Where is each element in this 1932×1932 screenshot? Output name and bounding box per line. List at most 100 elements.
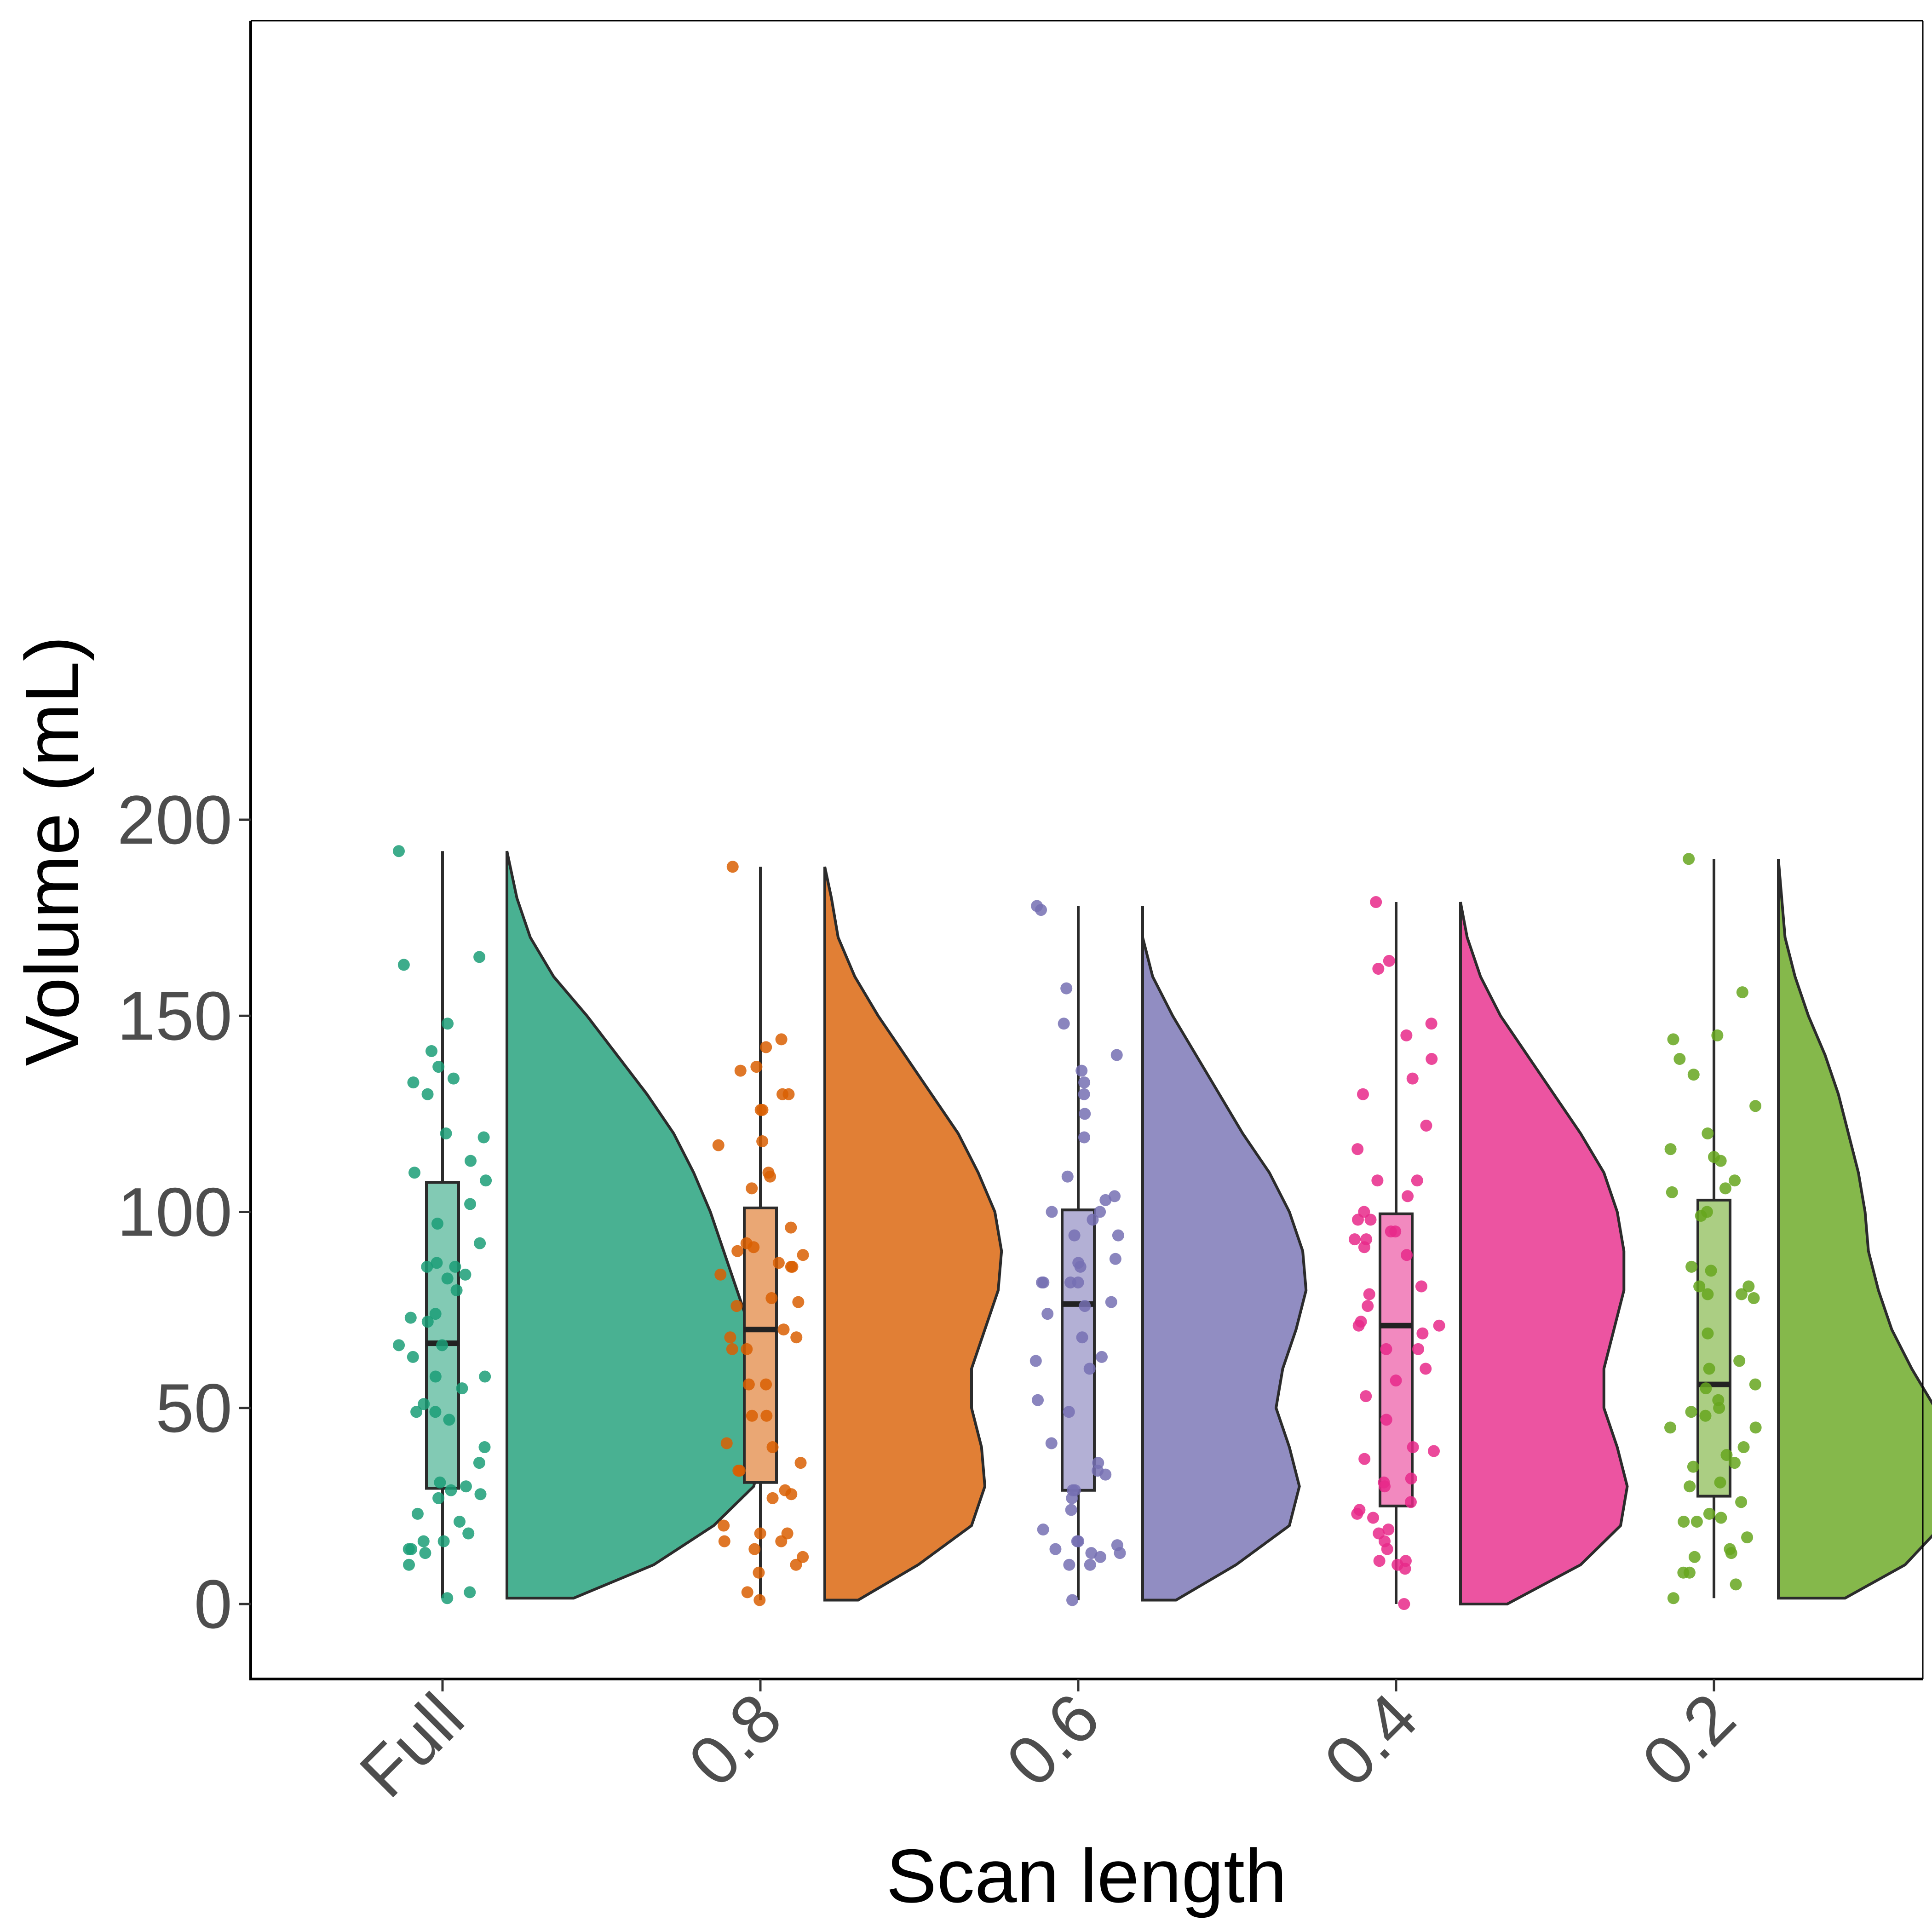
point-1-51 — [753, 1566, 765, 1579]
point-2-20 — [1074, 1260, 1087, 1273]
point-0-51 — [403, 1558, 415, 1571]
point-0-27 — [393, 1339, 405, 1351]
point-1-1 — [775, 1033, 788, 1046]
point-4-21 — [1702, 1288, 1714, 1300]
point-4-4 — [1673, 1053, 1686, 1065]
point-4-24 — [1733, 1355, 1746, 1367]
point-2-23 — [1036, 1276, 1048, 1288]
point-3-32 — [1390, 1374, 1402, 1387]
point-3-21 — [1401, 1249, 1413, 1261]
point-2-33 — [1063, 1406, 1075, 1418]
point-1-0 — [726, 861, 739, 873]
point-2-25 — [1105, 1296, 1117, 1308]
point-0-43 — [411, 1507, 424, 1520]
series-4 — [1664, 853, 1932, 1604]
point-3-34 — [1380, 1414, 1392, 1426]
point-2-17 — [1068, 1229, 1081, 1242]
point-2-13 — [1046, 1206, 1058, 1218]
point-3-1 — [1383, 954, 1395, 967]
point-2-50 — [1084, 1558, 1096, 1571]
point-0-2 — [397, 959, 410, 971]
point-0-42 — [432, 1492, 445, 1504]
point-1-52 — [741, 1586, 753, 1598]
point-4-37 — [1687, 1460, 1699, 1473]
point-1-33 — [746, 1409, 758, 1422]
point-4-13 — [1666, 1186, 1678, 1198]
point-4-18 — [1693, 1280, 1706, 1293]
y-tick-label-200: 200 — [117, 781, 232, 858]
point-3-38 — [1405, 1472, 1417, 1485]
point-3-15 — [1364, 1213, 1377, 1226]
y-tick-label-0: 0 — [194, 1565, 232, 1643]
point-4-44 — [1678, 1515, 1690, 1528]
point-2-18 — [1109, 1253, 1121, 1265]
point-1-6 — [776, 1088, 789, 1100]
point-1-42 — [766, 1492, 779, 1504]
point-4-30 — [1685, 1406, 1697, 1418]
point-0-23 — [429, 1308, 442, 1320]
point-0-49 — [402, 1543, 415, 1555]
point-1-27 — [724, 1331, 736, 1344]
point-4-41 — [1703, 1507, 1715, 1520]
point-1-19 — [772, 1257, 785, 1269]
point-0-34 — [410, 1406, 423, 1418]
point-3-17 — [1385, 1225, 1397, 1238]
point-2-51 — [1063, 1558, 1075, 1571]
point-3-8 — [1420, 1119, 1432, 1132]
point-2-52 — [1066, 1594, 1079, 1606]
point-0-45 — [462, 1527, 475, 1540]
point-0-11 — [465, 1155, 477, 1167]
point-1-16 — [748, 1241, 760, 1254]
point-2-32 — [1032, 1394, 1044, 1406]
point-4-12 — [1719, 1182, 1731, 1195]
point-1-39 — [733, 1465, 746, 1477]
y-tick-label-100: 100 — [117, 1173, 232, 1251]
density-1 — [823, 866, 1003, 1602]
point-2-27 — [1041, 1308, 1054, 1320]
point-4-38 — [1714, 1476, 1726, 1489]
point-1-23 — [765, 1292, 778, 1305]
point-4-34 — [1737, 1441, 1750, 1453]
point-0-0 — [393, 845, 405, 857]
point-0-53 — [441, 1592, 454, 1604]
point-1-22 — [714, 1268, 727, 1281]
point-4-10 — [1714, 1155, 1727, 1167]
point-1-25 — [730, 1300, 743, 1312]
point-3-29 — [1380, 1343, 1392, 1355]
point-0-24 — [404, 1311, 417, 1324]
point-3-48 — [1381, 1543, 1393, 1555]
point-2-4 — [1110, 1049, 1123, 1061]
point-2-31 — [1083, 1363, 1096, 1375]
point-1-47 — [718, 1535, 730, 1547]
point-3-0 — [1370, 896, 1382, 908]
point-4-51 — [1730, 1578, 1742, 1591]
point-1-41 — [785, 1488, 798, 1501]
point-1-46 — [775, 1535, 788, 1547]
point-4-8 — [1664, 1143, 1677, 1156]
point-1-44 — [754, 1527, 766, 1540]
box-0 — [425, 1181, 460, 1490]
point-0-4 — [426, 1045, 438, 1057]
point-3-43 — [1351, 1507, 1363, 1520]
point-0-17 — [431, 1257, 443, 1269]
point-4-35 — [1720, 1449, 1733, 1461]
point-1-4 — [734, 1064, 747, 1077]
point-3-45 — [1382, 1524, 1395, 1536]
point-4-1 — [1736, 986, 1748, 999]
point-1-28 — [790, 1331, 803, 1344]
point-2-7 — [1078, 1088, 1090, 1100]
point-0-16 — [474, 1237, 486, 1249]
point-1-17 — [731, 1245, 744, 1257]
point-0-36 — [478, 1441, 491, 1453]
point-0-10 — [477, 1131, 490, 1144]
point-0-38 — [434, 1476, 446, 1489]
point-3-12 — [1402, 1190, 1414, 1202]
point-3-5 — [1426, 1053, 1438, 1065]
point-4-45 — [1741, 1531, 1754, 1544]
point-0-50 — [419, 1547, 431, 1559]
point-4-52 — [1667, 1592, 1679, 1604]
density-0 — [506, 851, 765, 1600]
point-3-35 — [1407, 1441, 1419, 1453]
point-4-19 — [1742, 1280, 1755, 1293]
point-4-16 — [1685, 1260, 1698, 1273]
